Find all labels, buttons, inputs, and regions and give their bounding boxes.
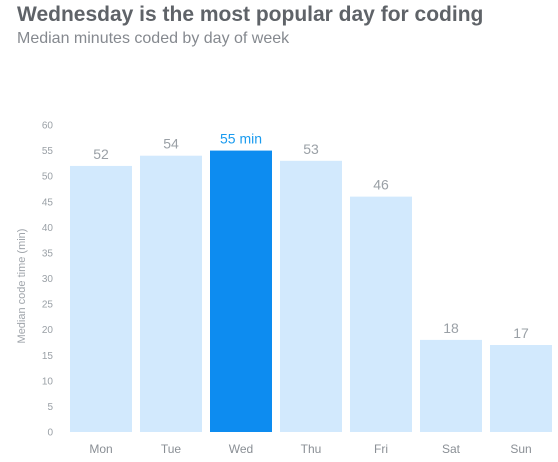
data-label-sun: 17 [513,325,529,341]
bar-sat [420,339,482,432]
x-tick-label: Wed [229,442,253,456]
x-tick-label: Sun [510,442,531,456]
data-label-thu: 53 [303,141,319,157]
y-tick-label: 45 [42,197,54,208]
y-tick-label: 30 [42,274,54,285]
y-axis-title: Median code time (min) [16,229,28,344]
bar-sun [490,345,552,432]
data-labels: 52 54 55 min 53 46 18 17 [93,131,529,341]
bar-wed [210,150,272,433]
data-label-sat: 18 [443,320,459,336]
y-tick-label: 5 [47,402,53,413]
data-label-wed: 55 min [220,131,262,147]
y-tick-label: 60 [42,121,54,132]
y-tick-label: 40 [42,223,54,234]
y-tick-label: 10 [42,376,54,387]
y-tick-label: 55 [42,146,54,157]
bar-thu [280,160,342,433]
bar-mon [70,165,132,432]
category-labels: Mon Tue Wed Thu Fri Sat Sun [89,442,531,456]
y-tick-label: 50 [42,172,54,183]
x-tick-label: Thu [301,442,322,456]
data-label-mon: 52 [93,146,109,162]
data-label-fri: 46 [373,177,389,193]
bar-tue [140,155,202,432]
y-tick-label: 25 [42,300,54,311]
y-tick-label: 20 [42,325,54,336]
y-tick-label: 35 [42,248,54,259]
bars [70,150,552,433]
chart-subtitle: Median minutes coded by day of week [17,30,290,47]
y-axis-ticks: 0 5 10 15 20 25 30 35 40 45 50 55 60 [42,121,54,439]
data-label-tue: 54 [163,136,179,152]
x-tick-label: Mon [89,442,112,456]
chart-title: Wednesday is the most popular day for co… [17,3,484,26]
bar-fri [350,196,412,432]
y-tick-label: 15 [42,351,54,362]
x-tick-label: Sat [442,442,461,456]
y-tick-label: 0 [47,428,53,439]
x-tick-label: Tue [161,442,182,456]
x-tick-label: Fri [374,442,388,456]
